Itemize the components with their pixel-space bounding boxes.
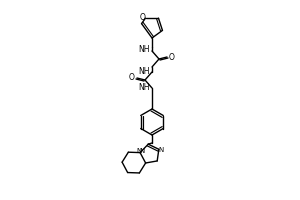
Text: N: N — [158, 147, 164, 153]
Text: NH: NH — [138, 66, 150, 75]
Text: O: O — [169, 52, 175, 62]
Text: N: N — [140, 148, 145, 154]
Text: N: N — [136, 148, 142, 154]
Text: O: O — [140, 13, 146, 22]
Text: O: O — [129, 73, 135, 82]
Text: NH: NH — [138, 82, 150, 92]
Text: NH: NH — [138, 46, 150, 54]
